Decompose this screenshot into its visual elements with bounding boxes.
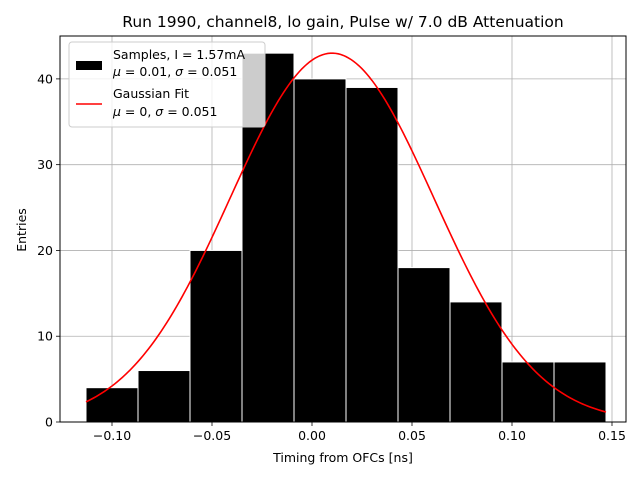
gaussian-fit	[85, 52, 607, 413]
legend-fit-stats: μ = 0, σ = 0.051	[112, 104, 217, 119]
legend-box	[68, 41, 266, 128]
legend-samples-label: Samples, I = 1.57mA	[113, 47, 245, 62]
y-tick-label: 40	[37, 71, 53, 86]
chart-title: Run 1990, channel8, lo gain, Pulse w/ 7.…	[122, 13, 563, 31]
y-axis-label: Entries	[14, 208, 29, 252]
histogram-bar	[189, 249, 243, 423]
x-tick-label: −0.05	[193, 428, 231, 443]
legend-samples-stats: μ = 0.01, σ = 0.051	[112, 64, 237, 79]
y-tick-label: 0	[45, 415, 53, 430]
y-tick-label: 10	[37, 329, 53, 344]
histogram-bar	[397, 267, 451, 423]
legend-samples-swatch	[76, 61, 102, 70]
legend: Samples, I = 1.57mA μ = 0.01, σ = 0.051 …	[68, 41, 266, 128]
histogram-bar	[449, 301, 503, 423]
histogram-bar	[345, 86, 399, 423]
x-tick-label: 0.00	[298, 428, 326, 443]
histogram-bar	[137, 370, 191, 423]
x-axis-ticks: −0.10 −0.05 0.00 0.05 0.10 0.15	[93, 422, 626, 443]
y-tick-label: 30	[37, 157, 53, 172]
y-tick-label: 20	[37, 243, 53, 258]
histogram-bars	[85, 52, 607, 423]
x-tick-label: 0.05	[398, 428, 426, 443]
x-tick-label: 0.10	[498, 428, 526, 443]
plot-frame	[59, 35, 627, 423]
legend-fit-label: Gaussian Fit	[113, 86, 189, 101]
histogram-bar	[553, 361, 607, 423]
y-axis-ticks: 0 10 20 30 40	[37, 71, 60, 430]
histogram-bar	[293, 78, 347, 423]
histogram-bar	[501, 361, 555, 423]
x-axis-label: Timing from OFCs [ns]	[272, 450, 413, 465]
histogram-bar	[85, 387, 139, 423]
x-tick-label: −0.10	[93, 428, 131, 443]
gaussian-fit-line	[85, 52, 607, 413]
x-tick-label: 0.15	[598, 428, 626, 443]
